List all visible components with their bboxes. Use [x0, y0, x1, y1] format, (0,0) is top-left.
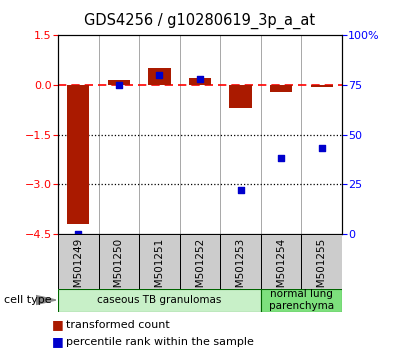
Bar — [230, 85, 252, 108]
Text: GSM501249: GSM501249 — [73, 238, 83, 301]
Text: GSM501251: GSM501251 — [154, 238, 164, 301]
Text: GSM501255: GSM501255 — [317, 238, 327, 301]
Text: GSM501253: GSM501253 — [236, 238, 246, 301]
Point — [75, 231, 82, 236]
Bar — [261, 234, 302, 289]
Point — [318, 145, 325, 151]
Text: GSM501254: GSM501254 — [276, 238, 286, 301]
Text: GSM501250: GSM501250 — [114, 238, 124, 301]
Text: cell type: cell type — [4, 295, 52, 305]
Bar — [220, 234, 261, 289]
Bar — [310, 85, 333, 87]
Point — [156, 72, 163, 78]
Bar — [302, 234, 342, 289]
Point — [197, 76, 203, 82]
Text: GSM501252: GSM501252 — [195, 238, 205, 301]
Bar — [180, 234, 220, 289]
Text: ■: ■ — [52, 319, 64, 331]
Bar — [189, 78, 211, 85]
Bar — [58, 289, 261, 312]
Text: GDS4256 / g10280619_3p_a_at: GDS4256 / g10280619_3p_a_at — [84, 12, 316, 29]
Bar — [148, 68, 170, 85]
Point — [278, 155, 284, 161]
Bar — [261, 289, 342, 312]
Polygon shape — [36, 296, 56, 304]
Text: transformed count: transformed count — [66, 320, 170, 330]
Text: caseous TB granulomas: caseous TB granulomas — [97, 295, 222, 305]
Bar — [139, 234, 180, 289]
Bar — [98, 234, 139, 289]
Bar — [270, 85, 292, 92]
Text: normal lung
parenchyma: normal lung parenchyma — [269, 289, 334, 311]
Point — [116, 82, 122, 88]
Text: ■: ■ — [52, 335, 64, 348]
Bar — [108, 80, 130, 85]
Bar — [58, 234, 98, 289]
Bar — [67, 85, 90, 224]
Text: percentile rank within the sample: percentile rank within the sample — [66, 337, 254, 347]
Point — [237, 187, 244, 193]
